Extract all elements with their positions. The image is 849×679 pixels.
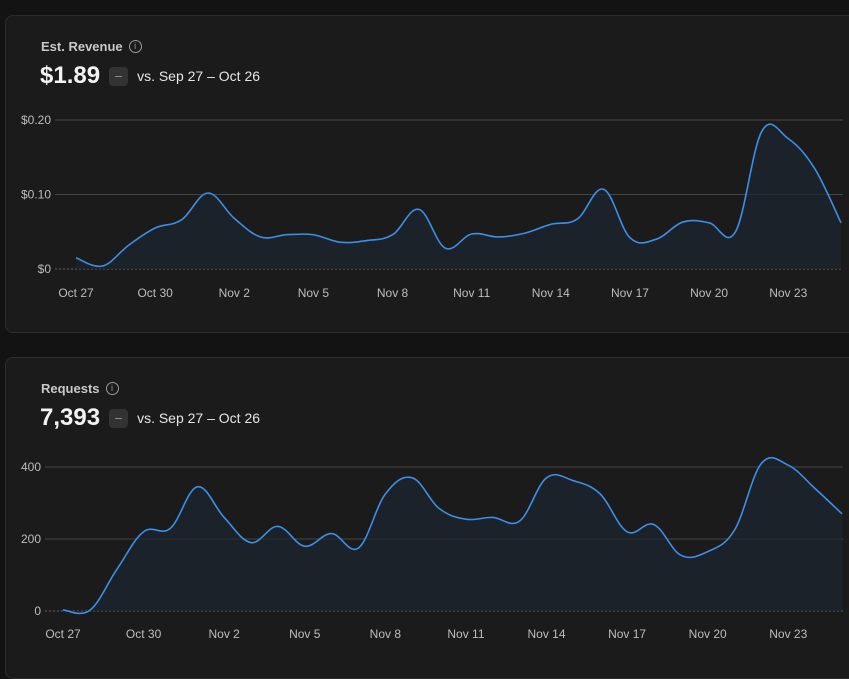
revenue-metric: $1.89 vs. Sep 27 – Oct 26 [40, 62, 260, 90]
requests-line [62, 456, 843, 615]
requests-x-tick-label: Nov 5 [289, 627, 321, 641]
requests-x-tick-label: Oct 30 [126, 627, 162, 641]
requests-title: Requests [41, 381, 100, 396]
requests-y-tick-label: 0 [34, 604, 41, 618]
revenue-value: $1.89 [40, 62, 101, 89]
requests-x-tick-label: Nov 2 [208, 627, 240, 641]
requests-value: 7,393 [40, 404, 101, 431]
revenue-x-tick-label: Nov 11 [453, 286, 490, 300]
revenue-x-tick-label: Nov 14 [532, 286, 570, 300]
revenue-comparison: vs. Sep 27 – Oct 26 [137, 68, 261, 84]
info-icon[interactable]: i [105, 382, 119, 395]
revenue-x-tick-label: Nov 5 [298, 286, 330, 300]
revenue-x-tick-label: Nov 17 [611, 286, 649, 300]
charts-layer: $0 $0.10 $0.20 Oct 27 Oct 30 Nov 2 Nov 5 Nov 8 N… [21, 113, 843, 641]
revenue-x-tick-label: Oct 30 [137, 286, 173, 300]
requests-x-tick-label: Nov 23 [769, 627, 807, 641]
revenue-x-tick-label: Nov 2 [219, 286, 251, 300]
info-icon[interactable]: i [128, 40, 142, 53]
revenue-x-tick-label: Nov 8 [377, 286, 409, 300]
revenue-x-tick-label: Nov 23 [769, 286, 807, 300]
requests-x-tick-label: Nov 8 [370, 627, 402, 641]
requests-x-tick-label: Nov 11 [447, 627, 484, 641]
revenue-area-fill [76, 124, 841, 270]
requests-metric: 7,393 vs. Sep 27 – Oct 26 [40, 404, 260, 432]
revenue-line [75, 123, 842, 268]
change-badge-dash-icon [109, 408, 129, 428]
revenue-x-tick-label: Nov 20 [690, 286, 728, 300]
requests-area-fill [63, 457, 842, 614]
change-badge-dash-icon [109, 66, 129, 86]
revenue-title-row: Est. Revenue i [41, 39, 142, 54]
revenue-y-tick-label: $0.10 [21, 188, 51, 202]
requests-x-tick-label: Oct 27 [45, 627, 81, 641]
revenue-card: Est. Revenue i $1.89 vs. Sep 27 – Oct 26 [5, 15, 849, 333]
requests-y-tick-label: 200 [21, 532, 41, 546]
revenue-x-tick-label: Oct 27 [58, 286, 94, 300]
revenue-y-tick-label: $0.20 [21, 113, 51, 127]
requests-x-tick-label: Nov 20 [689, 627, 727, 641]
requests-y-tick-label: 400 [21, 460, 41, 474]
revenue-title: Est. Revenue [41, 39, 123, 54]
requests-comparison: vs. Sep 27 – Oct 26 [137, 410, 261, 426]
requests-title-row: Requests i [41, 381, 119, 396]
requests-x-tick-label: Nov 14 [528, 627, 566, 641]
requests-x-tick-label: Nov 17 [608, 627, 646, 641]
revenue-y-tick-label: $0 [38, 262, 52, 276]
